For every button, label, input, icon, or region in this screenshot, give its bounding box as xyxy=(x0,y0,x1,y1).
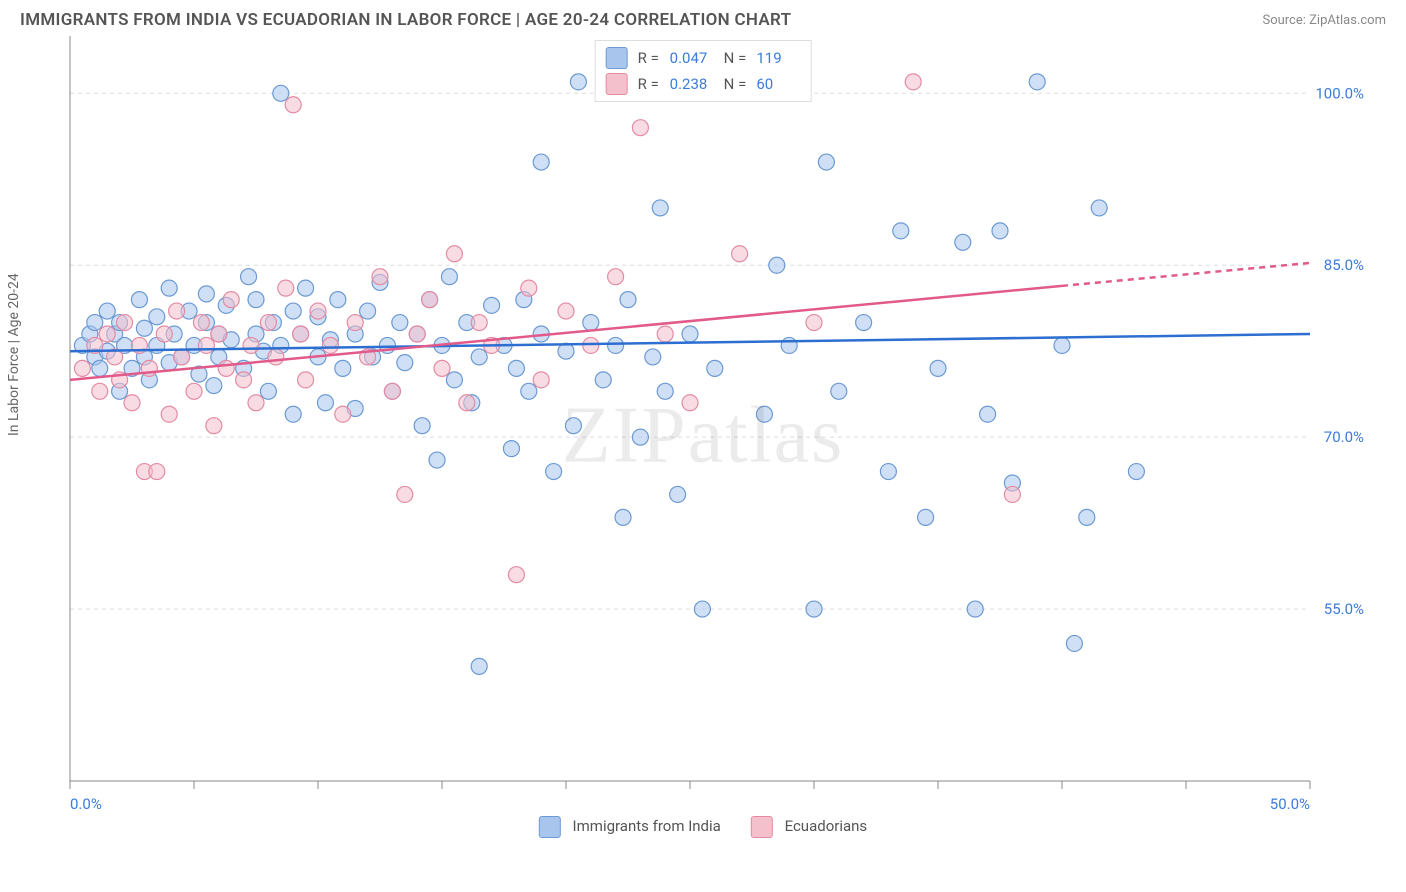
legend-swatch-india xyxy=(539,816,561,838)
legend-label: Ecuadorians xyxy=(785,817,868,835)
svg-text:50.0%: 50.0% xyxy=(1270,795,1310,813)
legend-swatch-india xyxy=(606,47,628,69)
r-label: R = xyxy=(638,49,660,67)
legend-series: Immigrants from India Ecuadorians xyxy=(539,816,867,838)
chart-title: IMMIGRANTS FROM INDIA VS ECUADORIAN IN L… xyxy=(20,10,791,30)
svg-text:0.0%: 0.0% xyxy=(70,795,102,813)
legend-stats: R = 0.047 N = 119 R = 0.238 N = 60 xyxy=(595,40,812,102)
legend-swatch-ecuadorian xyxy=(606,73,628,95)
legend-stats-row: R = 0.238 N = 60 xyxy=(606,71,801,97)
svg-text:55.0%: 55.0% xyxy=(1324,600,1364,618)
legend-stats-row: R = 0.047 N = 119 xyxy=(606,45,801,71)
chart-container: 55.0%70.0%85.0%100.0%0.0%50.0% ZIPatlas … xyxy=(20,36,1386,836)
svg-text:70.0%: 70.0% xyxy=(1324,428,1364,446)
legend-item-india: Immigrants from India xyxy=(539,816,721,838)
source-label: Source: ZipAtlas.com xyxy=(1262,13,1386,28)
n-value-ecuadorian: 60 xyxy=(756,75,800,93)
n-value-india: 119 xyxy=(756,49,800,67)
r-value-india: 0.047 xyxy=(670,49,714,67)
n-label: N = xyxy=(724,49,747,67)
r-value-ecuadorian: 0.238 xyxy=(670,75,714,93)
y-axis-label: In Labor Force | Age 20-24 xyxy=(6,273,22,436)
svg-text:100.0%: 100.0% xyxy=(1315,84,1364,102)
scatter-chart: 55.0% 70.0% 85.0% 100.0% 0.0% 50.0% xyxy=(20,36,1386,836)
r-label: R = xyxy=(638,75,660,93)
n-label: N = xyxy=(724,75,747,93)
legend-label: Immigrants from India xyxy=(573,817,721,835)
legend-item-ecuadorian: Ecuadorians xyxy=(751,816,867,838)
legend-swatch-ecuadorian xyxy=(751,816,773,838)
svg-text:85.0%: 85.0% xyxy=(1324,256,1364,274)
